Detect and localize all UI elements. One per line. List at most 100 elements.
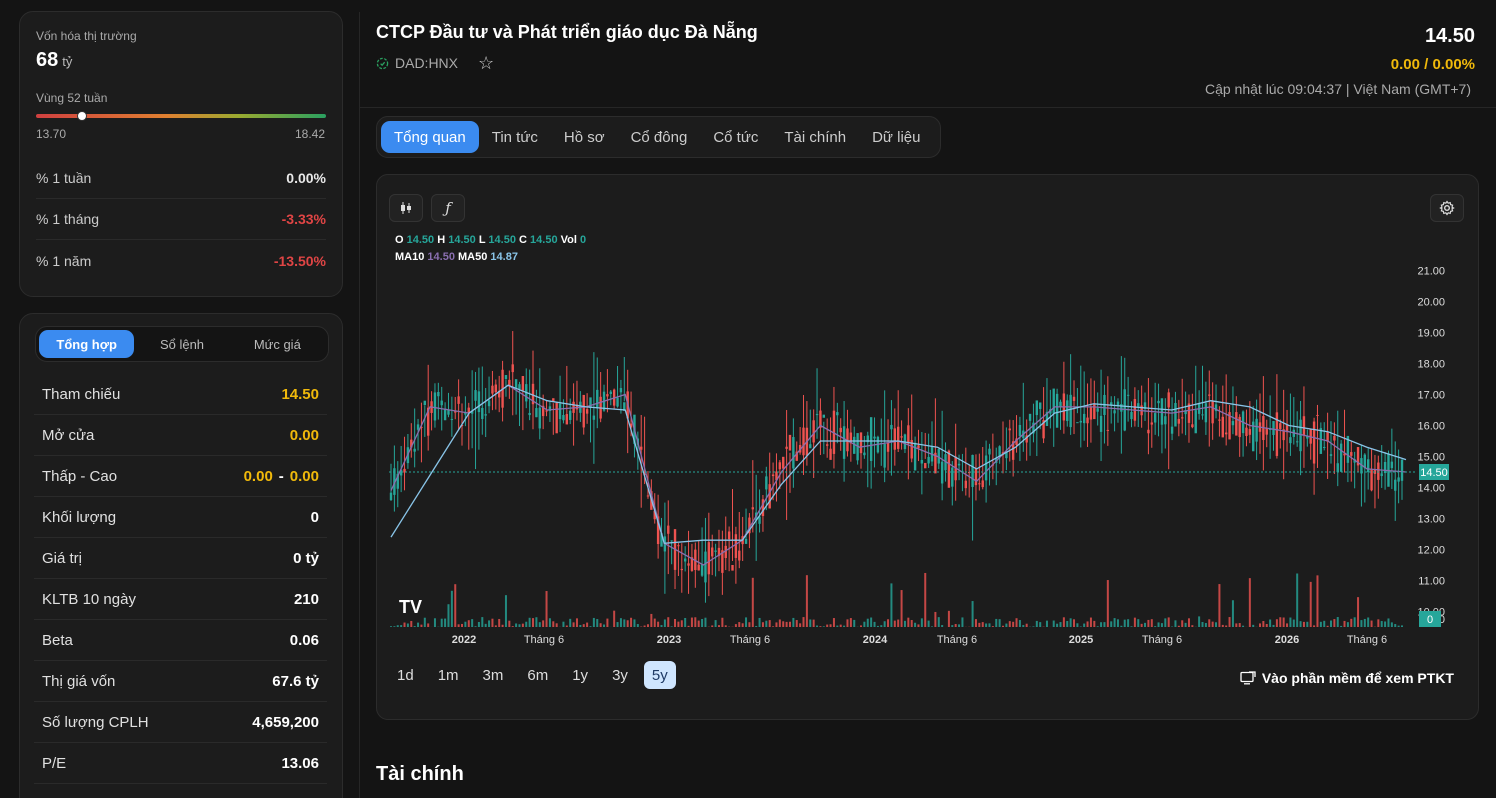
volume-bar [579, 624, 582, 627]
candle-body [1228, 412, 1231, 440]
volume-bar [406, 623, 409, 627]
period-button[interactable]: 1y [572, 666, 589, 684]
price-chart-panel: ƒ O 14.50 H 14.50 L 14.50 C 14.50 Vol 0 … [376, 174, 1479, 720]
candle-body [1275, 412, 1279, 456]
candle-body [927, 456, 930, 464]
main-tab[interactable]: Tổng quan [381, 121, 479, 153]
volume-bar [532, 618, 535, 627]
volume-bar [1177, 625, 1180, 627]
volume-bar [606, 618, 609, 627]
volume-bar [701, 618, 704, 627]
volume-bar [474, 626, 477, 627]
candle-body [1052, 388, 1055, 414]
candle-body [1268, 429, 1272, 431]
legend-ma10: 14.50 [427, 251, 455, 263]
x-tick-label: 2022 [452, 634, 476, 646]
x-tick-label: 2023 [657, 634, 681, 646]
main-tab[interactable]: Tài chính [784, 128, 847, 146]
candle-body [585, 409, 589, 414]
period-button[interactable]: 5y [643, 661, 676, 689]
candle-body [511, 364, 514, 373]
volume-bar [548, 618, 551, 627]
period-button[interactable]: 3m [482, 666, 504, 684]
legend-open: 14.50 [406, 234, 435, 246]
detail-tab[interactable]: Sổ lệnh [159, 336, 205, 352]
volume-bar [1340, 625, 1343, 627]
candle-body [477, 391, 481, 413]
candle-body [1272, 421, 1275, 435]
volume-bar [1133, 617, 1136, 627]
volume-bar [440, 618, 443, 627]
volume-bar [1350, 618, 1353, 627]
volume-bar [1187, 618, 1190, 627]
market-cap-label: Vốn hóa thị trường [36, 29, 137, 43]
detail-tab[interactable]: Tổng hợp [39, 330, 135, 358]
detail-row: KLTB 10 ngày 210 [34, 579, 327, 620]
candle-body [886, 442, 890, 452]
volume-bar [464, 621, 467, 627]
period-button[interactable]: 3y [612, 666, 628, 684]
market-cap-value: 68 tỷ [36, 49, 72, 72]
volume-bar [663, 619, 666, 627]
candle-body [1147, 429, 1150, 434]
period-button[interactable]: 6m [527, 666, 549, 684]
candle-body [869, 417, 873, 461]
candle-body [467, 407, 470, 414]
volume-bar [863, 621, 866, 627]
volume-bar [812, 619, 815, 627]
candle-body [1285, 425, 1289, 433]
candle-body [1373, 468, 1377, 474]
candle-body [1214, 404, 1218, 412]
y-tick-label: 14.00 [1417, 483, 1445, 495]
main-tab[interactable]: Hồ sơ [563, 128, 605, 146]
volume-bar [1008, 621, 1011, 627]
candle-body [940, 461, 944, 484]
volume-bar [491, 618, 494, 627]
volume-bar [755, 625, 758, 627]
ohlc-legend: O 14.50 H 14.50 L 14.50 C 14.50 Vol 0 [395, 234, 586, 246]
detail-tab[interactable]: Mức giá [253, 336, 301, 352]
volume-bar [738, 622, 741, 627]
candle-body [683, 558, 687, 562]
price-chart[interactable]: 21.00 20.00 19.00 18.00 17.00 16.00 15.00 14.00… [389, 235, 1469, 651]
volume-bar [890, 583, 893, 627]
candle-body [518, 384, 521, 390]
candle-body [964, 480, 968, 489]
indicators-button[interactable]: ƒ [431, 194, 465, 222]
main-tab[interactable]: Cổ đông [630, 128, 688, 146]
volume-bar [690, 617, 693, 627]
volume-bar [931, 626, 934, 627]
main-tab[interactable]: Dữ liệu [872, 128, 921, 146]
range-52w-low: 13.70 [36, 127, 67, 141]
open-ptkt-link[interactable]: Vào phần mềm để xem PTKT [1240, 670, 1454, 686]
main-tab[interactable]: Cổ tức [713, 128, 759, 146]
legend-ma50: 14.87 [490, 251, 518, 263]
chart-settings-button[interactable] [1430, 194, 1464, 222]
candle-body [883, 443, 886, 468]
main-tab[interactable]: Tin tức [491, 128, 538, 146]
volume-badge-label: 0 [1427, 614, 1433, 626]
volume-bar [1370, 620, 1373, 627]
period-button[interactable]: 1m [437, 666, 459, 684]
volume-bar [792, 617, 795, 627]
x-tick-label: Tháng 6 [524, 634, 564, 646]
volume-bar [1005, 623, 1008, 627]
period-selector: 1d 1m 3m 6m 1y 3y 5y [389, 661, 676, 689]
candle-body [853, 436, 856, 454]
volume-bar [937, 617, 940, 627]
candle-body [616, 397, 619, 407]
candle-body [859, 432, 863, 454]
volume-bar [1022, 625, 1025, 627]
favorite-star-icon[interactable]: ☆ [478, 53, 495, 73]
candle-body [656, 516, 660, 545]
period-button[interactable]: 1d [397, 666, 414, 684]
candle-body [1238, 416, 1241, 438]
volume-bar [711, 625, 714, 627]
volume-badge [1419, 611, 1441, 627]
candle-body [1211, 401, 1214, 424]
volume-bar [822, 626, 825, 627]
candlestick-type-button[interactable] [389, 194, 423, 222]
volume-bar [1221, 624, 1224, 627]
volume-bar [1059, 622, 1062, 627]
volume-bar [1394, 624, 1397, 627]
